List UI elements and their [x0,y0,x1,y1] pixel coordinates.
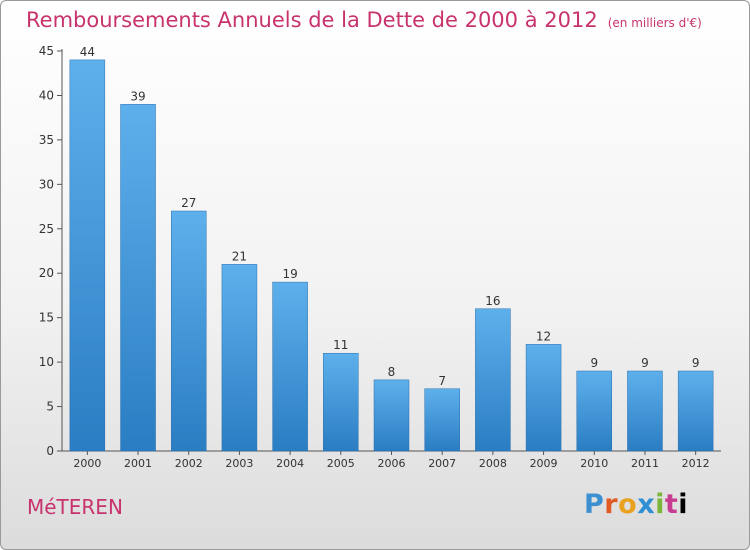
y-tick-label: 25 [39,222,54,236]
x-tick-label: 2012 [682,457,710,470]
y-tick-label: 10 [39,355,54,369]
bar [120,104,156,452]
x-tick-label: 2000 [73,457,101,470]
bar-value-label: 9 [590,356,598,370]
y-tick-label: 30 [39,177,54,191]
chart-labels: 44 2000 39 2001 27 2002 21 2003 19 2004 11 2005 8 200… [73,45,709,470]
x-tick-label: 2004 [276,457,304,470]
chart-bars [69,59,714,452]
bar [525,344,562,452]
chart-axes: 0 5 10 15 20 25 30 35 40 45 [39,44,721,458]
town-name: MéTEREN [27,495,123,519]
bar-value-label: 21 [232,249,247,263]
bar [677,370,714,452]
bar [373,379,410,452]
y-tick-label: 0 [46,444,54,458]
logo-letter: o [618,489,638,520]
bar-value-label: 27 [181,196,196,210]
y-tick-label: 35 [39,133,54,147]
bar-value-label: 7 [438,374,446,388]
logo-letter: t [664,489,679,520]
x-tick-label: 2006 [378,457,406,470]
proxiti-logo: Proxiti [584,489,688,520]
x-tick-label: 2009 [530,457,558,470]
bar-value-label: 19 [282,267,297,281]
logo-letter: r [604,489,619,520]
x-tick-label: 2008 [479,457,507,470]
bar-value-label: 11 [333,338,348,352]
chart-unit: (en milliers d'€) [607,16,702,30]
bar [627,370,663,452]
bar-value-label: 16 [485,294,500,308]
bar-value-label: 39 [130,89,145,103]
logo-letter: x [637,489,656,520]
bar-value-label: 12 [536,329,551,343]
chart-title: Remboursements Annuels de la Dette de 20… [26,8,702,32]
bar [475,308,511,452]
bar [576,370,613,452]
y-tick-label: 5 [46,400,54,414]
x-tick-label: 2003 [225,457,253,470]
bar [323,352,359,452]
x-tick-label: 2001 [124,457,152,470]
x-tick-label: 2007 [428,457,456,470]
bar [221,264,258,452]
logo-letter: i [655,489,665,520]
bar [424,388,460,452]
x-tick-label: 2002 [175,457,203,470]
bar [170,210,207,452]
bar-value-label: 9 [692,356,700,370]
bar [69,59,106,452]
chart-title-text: Remboursements Annuels de la Dette de 20… [26,8,598,32]
x-tick-label: 2005 [327,457,355,470]
y-tick-label: 45 [39,44,54,58]
bar-value-label: 8 [388,365,396,379]
bar-value-label: 9 [641,356,649,370]
y-tick-label: 20 [39,266,54,280]
logo-letter: P [584,489,605,520]
x-tick-label: 2011 [631,457,659,470]
y-tick-label: 40 [39,88,54,102]
bar-value-label: 44 [80,45,95,59]
x-tick-label: 2010 [580,457,608,470]
y-tick-label: 15 [39,311,54,325]
logo-letter: i [678,489,689,520]
bar [272,281,308,452]
